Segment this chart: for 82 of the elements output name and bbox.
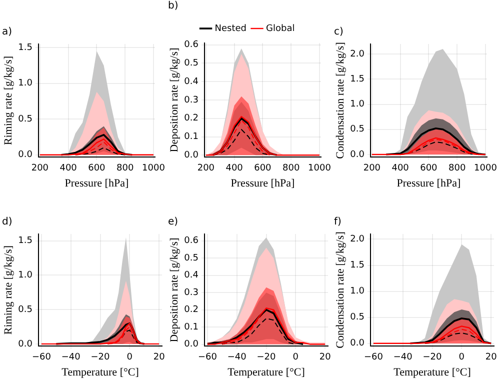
x-tick-label: −40	[61, 352, 81, 363]
y-tick-label: 0.6	[184, 236, 199, 246]
x-axis-title: Pressure [hPa]	[230, 177, 295, 190]
y-axis-title: Riming rate [g/kg/s]	[2, 245, 14, 335]
x-tick-label: −20	[256, 352, 276, 363]
x-tick-label: 20	[485, 352, 498, 363]
x-axis-title: Temperature [°C]	[62, 366, 139, 378]
y-tick-label: 0.5	[18, 304, 33, 315]
x-axis-title: Pressure [hPa]	[64, 177, 129, 190]
y-tick-label: 0.6	[184, 40, 199, 50]
chart-title: e)	[168, 216, 178, 228]
y-tick-label: 0.3	[184, 288, 199, 298]
y-tick-label: 0.0	[350, 150, 365, 160]
y-tick-label: 1.5	[18, 236, 33, 246]
x-axis-title: Temperature [°C]	[228, 366, 305, 378]
y-tick-label: 0.0	[18, 339, 33, 350]
y-tick-label: 0.1	[184, 322, 199, 332]
x-tick-label: 800	[448, 164, 466, 174]
y-tick-label: 1.0	[18, 78, 33, 89]
y-tick-label: 0.5	[18, 114, 33, 124]
x-axis-title: Pressure [hPa]	[396, 177, 461, 190]
chart-title: b)	[168, 0, 178, 12]
x-tick-label: −40	[393, 352, 413, 363]
x-tick-label: 200	[363, 164, 381, 174]
x-tick-label: 1000	[142, 164, 166, 174]
x-tick-label: 600	[88, 164, 106, 174]
x-tick-label: −20	[90, 352, 110, 363]
y-tick-label: 0.5	[184, 253, 199, 264]
x-tick-label: 600	[254, 164, 272, 174]
y-tick-label: 1.0	[350, 100, 365, 110]
y-tick-label: 1.0	[350, 286, 365, 297]
y-tick-label: 1.5	[18, 42, 33, 53]
y-tick-label: 0.0	[184, 150, 199, 161]
y-tick-label: 0.4	[184, 270, 199, 281]
y-axis-title: Deposition rate [g/kg/s]	[168, 48, 180, 152]
y-tick-label: 0.1	[184, 132, 199, 142]
x-tick-label: 1000	[474, 164, 498, 174]
x-tick-label: −40	[227, 352, 247, 363]
y-tick-label: 0.5	[350, 312, 365, 323]
chart-title: c)	[334, 26, 344, 38]
x-tick-label: 200	[31, 164, 49, 174]
y-tick-label: 0.5	[350, 124, 365, 135]
x-tick-label: 0	[126, 352, 133, 363]
y-tick-label: 1.5	[350, 260, 365, 271]
y-tick-label: 0.2	[184, 114, 199, 124]
y-tick-label: 0.4	[184, 76, 199, 87]
y-tick-label: 0.0	[350, 338, 365, 349]
x-tick-label: 20	[153, 352, 166, 363]
chart-title: d)	[2, 216, 12, 228]
x-tick-label: 800	[282, 164, 300, 174]
chart-title: a)	[2, 26, 12, 38]
y-axis-title: Deposition rate [g/kg/s]	[168, 238, 180, 342]
y-tick-label: 0.2	[184, 305, 199, 316]
x-tick-label: 200	[197, 164, 215, 174]
y-tick-label: 0.5	[184, 58, 199, 69]
x-axis-title: Temperature [°C]	[394, 366, 471, 378]
y-tick-label: 1.5	[350, 74, 365, 84]
y-tick-label: 2.0	[350, 234, 365, 245]
y-axis-title: Condensation rate [g/kg/s]	[334, 42, 346, 159]
y-tick-label: 0.3	[184, 95, 199, 106]
x-tick-label: 1000	[308, 164, 332, 174]
y-tick-label: 2.0	[350, 49, 365, 60]
legend-label: Global	[266, 24, 295, 34]
x-tick-label: −20	[422, 352, 442, 363]
y-tick-label: 0.0	[18, 150, 33, 160]
x-tick-label: 800	[116, 164, 134, 174]
y-tick-label: 0.0	[184, 340, 199, 350]
x-tick-label: 400	[226, 164, 244, 174]
x-tick-label: 400	[60, 164, 78, 174]
chart-title: f)	[334, 216, 342, 228]
x-tick-label: −60	[198, 352, 218, 363]
y-tick-label: 1.0	[18, 270, 33, 281]
legend-label: Nested	[214, 24, 247, 34]
x-tick-label: 20	[319, 352, 332, 363]
x-tick-label: 600	[420, 164, 438, 174]
x-tick-label: −60	[32, 352, 52, 363]
y-axis-title: Riming rate [g/kg/s]	[2, 56, 14, 146]
y-axis-title: Condensation rate [g/kg/s]	[334, 232, 346, 348]
x-tick-label: −60	[364, 352, 384, 363]
x-tick-label: 400	[392, 164, 410, 174]
x-tick-label: 0	[458, 352, 465, 363]
x-tick-label: 0	[292, 352, 299, 363]
